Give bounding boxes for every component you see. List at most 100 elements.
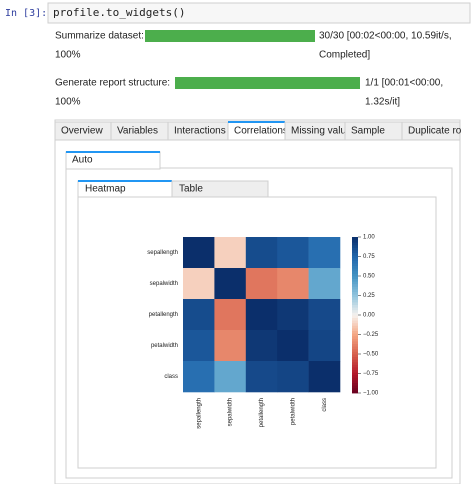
colorbar-segment xyxy=(352,322,358,326)
tab[interactable] xyxy=(401,121,461,141)
colorbar-segment xyxy=(352,390,358,394)
colorbar-segment xyxy=(352,257,358,261)
view-tab-label[interactable]: Table xyxy=(179,184,203,195)
colorbar-segment xyxy=(352,260,358,264)
colorbar-segment xyxy=(352,387,358,391)
colorbar-segment xyxy=(352,333,358,337)
tab-label[interactable]: Duplicate ro xyxy=(408,126,462,137)
colorbar-segment xyxy=(352,341,358,344)
progress-status-end: Completed] xyxy=(319,50,370,61)
heatmap-cell xyxy=(277,330,309,362)
heatmap-cell xyxy=(214,237,247,269)
heatmap-cell xyxy=(183,361,215,393)
colorbar-tick-label: 0.25 xyxy=(363,293,375,299)
heatmap-cell xyxy=(183,268,215,300)
tab-label[interactable]: Correlations xyxy=(234,126,288,137)
colorbar-segment xyxy=(352,330,358,334)
colorbar-tick-label: −0.50 xyxy=(363,352,379,358)
progress-status: 1/1 [00:01<00:00, xyxy=(365,78,443,89)
view-tab[interactable] xyxy=(171,180,269,198)
colorbar-segment xyxy=(352,286,358,290)
colorbar-segment xyxy=(352,276,358,279)
colorbar-segment xyxy=(352,252,358,256)
colorbar-segment xyxy=(352,374,358,378)
colorbar-segment xyxy=(352,304,358,308)
heatmap-cell xyxy=(245,299,278,331)
heatmap-col-label: sepalwidth xyxy=(228,398,234,426)
colorbar-segment xyxy=(352,263,358,266)
colorbar-segment xyxy=(352,338,358,342)
colorbar-segment xyxy=(352,242,358,246)
colorbar-segment xyxy=(352,346,358,350)
colorbar-segment xyxy=(352,354,358,357)
colorbar-segment xyxy=(352,335,358,339)
heatmap-cell xyxy=(308,361,341,393)
colorbar-segment xyxy=(352,356,358,360)
tab-panel xyxy=(54,119,461,484)
tab-label[interactable]: Overview xyxy=(61,126,103,137)
heatmap-cell xyxy=(183,330,215,362)
heatmap-cell xyxy=(245,237,278,269)
colorbar-segment xyxy=(352,385,358,389)
colorbar-tick-label: 1.00 xyxy=(363,235,375,241)
colorbar-segment xyxy=(352,359,358,363)
colorbar-segment xyxy=(352,348,358,352)
progress-label: Generate report structure: xyxy=(55,78,170,89)
heatmap-cell xyxy=(183,237,215,269)
colorbar-tick-label: −1.00 xyxy=(363,391,379,397)
heatmap-cell xyxy=(245,361,278,393)
tab-label[interactable]: Variables xyxy=(117,126,158,137)
code[interactable]: profile.to_widgets() xyxy=(53,6,185,19)
progress-status: 30/30 [00:02<00:00, 10.59it/s, xyxy=(319,31,452,42)
progress-percent: 100% xyxy=(55,50,81,61)
heatmap-cell xyxy=(214,299,247,331)
heatmap-col-label: petallength xyxy=(259,398,265,427)
colorbar-segment xyxy=(352,351,358,355)
colorbar-segment xyxy=(352,367,358,370)
view-tab-label[interactable]: Heatmap xyxy=(85,184,126,195)
colorbar-segment xyxy=(352,380,358,383)
subtab-label[interactable]: Auto xyxy=(72,155,93,166)
tab-label[interactable]: Missing valu xyxy=(291,126,346,137)
prompt: In [3]: xyxy=(5,8,47,19)
colorbar-segment xyxy=(352,328,358,331)
colorbar-tick-label: 0.00 xyxy=(363,313,375,319)
colorbar-segment xyxy=(352,369,358,373)
colorbar-segment xyxy=(352,382,358,386)
progress-percent: 100% xyxy=(55,97,81,108)
colorbar-segment xyxy=(352,278,358,282)
colorbar-segment xyxy=(352,294,358,298)
heatmap-cell xyxy=(214,361,247,393)
colorbar-segment xyxy=(352,265,358,269)
code-cell[interactable] xyxy=(47,2,471,24)
colorbar-segment xyxy=(352,307,358,311)
colorbar-segment xyxy=(352,325,358,329)
colorbar-segment xyxy=(352,315,358,318)
colorbar-segment xyxy=(352,289,358,292)
colorbar-segment xyxy=(352,309,358,313)
colorbar-segment xyxy=(352,283,358,287)
colorbar-tick-label: −0.75 xyxy=(363,371,379,377)
tab-label[interactable]: Sample xyxy=(351,126,385,137)
heatmap-cell xyxy=(245,268,278,300)
colorbar-segment xyxy=(352,372,358,376)
heatmap-cell xyxy=(308,237,341,269)
colorbar-segment xyxy=(352,299,358,303)
colorbar-segment xyxy=(352,268,358,272)
colorbar-segment xyxy=(352,364,358,368)
colorbar-tick-label: 0.50 xyxy=(363,274,375,280)
heatmap-row-label: class xyxy=(164,374,178,380)
heatmap-cell xyxy=(214,268,247,300)
colorbar-segment xyxy=(352,291,358,295)
heatmap-cell xyxy=(277,268,309,300)
colorbar-segment xyxy=(352,317,358,321)
progress-label: Summarize dataset: xyxy=(55,31,144,42)
tab-label[interactable]: Interactions xyxy=(174,126,226,137)
heatmap-cell xyxy=(245,330,278,362)
heatmap-cell xyxy=(308,268,341,300)
colorbar-segment xyxy=(352,244,358,248)
colorbar-segment xyxy=(352,361,358,365)
heatmap-cell xyxy=(183,299,215,331)
